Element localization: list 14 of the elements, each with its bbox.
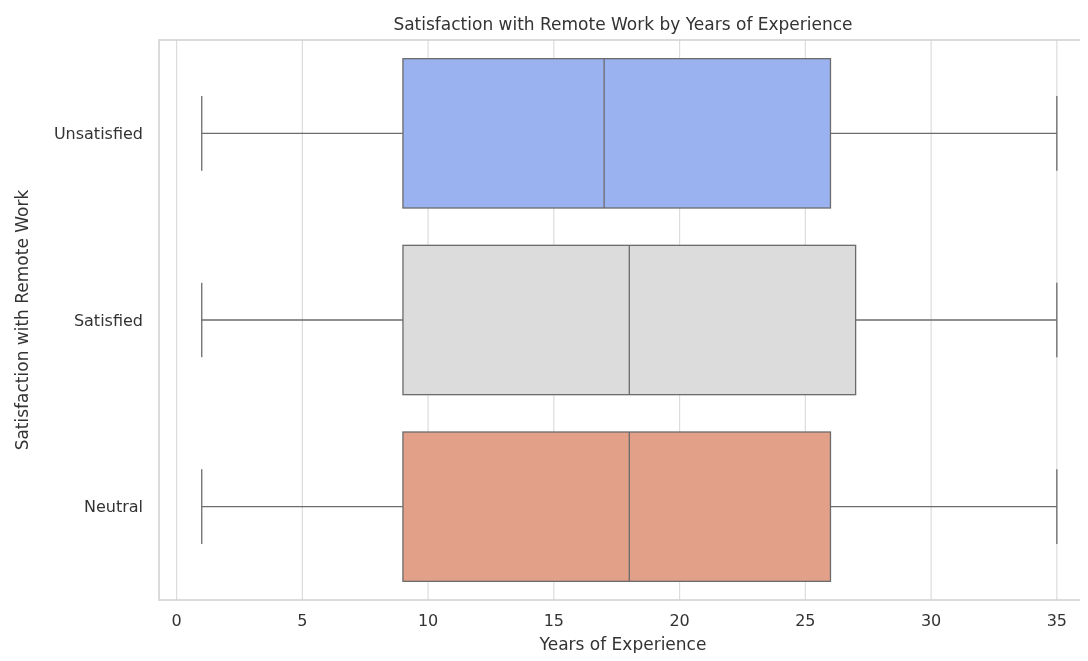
- x-tick-label: 5: [297, 611, 308, 630]
- x-axis-title: Years of Experience: [538, 634, 707, 654]
- x-tick-label: 35: [1046, 611, 1067, 630]
- chart-title: Satisfaction with Remote Work by Years of Experience: [393, 14, 853, 34]
- y-tick-label: Unsatisfied: [53, 123, 143, 143]
- x-tick-label: 25: [795, 611, 816, 630]
- y-tick-label: Neutral: [83, 497, 143, 517]
- y-tick-label: Satisfied: [73, 310, 143, 330]
- x-tick-label: 30: [920, 611, 942, 630]
- x-tick-label: 15: [543, 611, 565, 630]
- x-tick-label: 10: [417, 611, 439, 630]
- x-tick-label: 20: [669, 611, 690, 630]
- x-tick-label: 0: [171, 611, 182, 630]
- y-axis-title: Satisfaction with Remote Work: [11, 189, 32, 451]
